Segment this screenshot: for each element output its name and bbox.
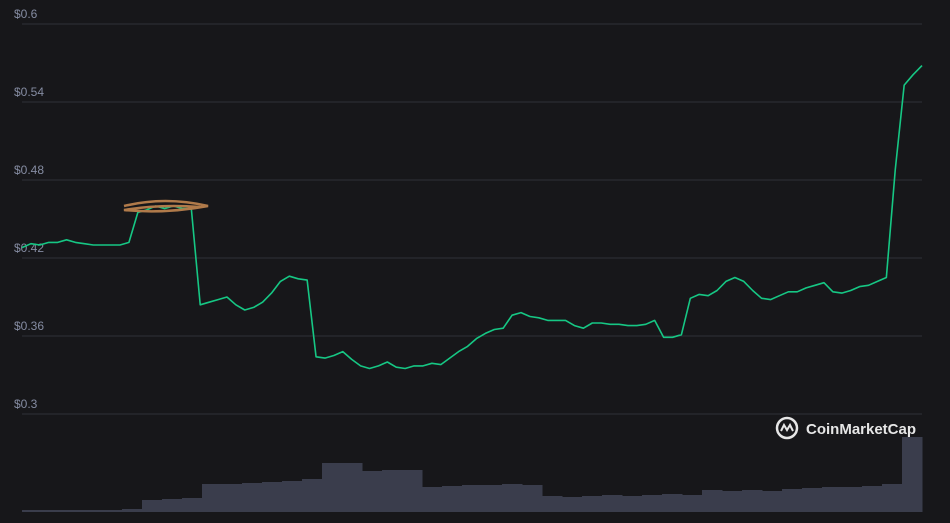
volume-bar [862, 486, 883, 512]
volume-bar [542, 496, 563, 512]
volume-bar [302, 479, 323, 512]
volume-bar [22, 510, 43, 512]
volume-bar [322, 463, 343, 512]
volume-bar [662, 494, 683, 512]
y-tick-label: $0.3 [14, 397, 38, 411]
volume-bar [142, 500, 163, 512]
volume-bar [422, 487, 443, 512]
volume-bar [222, 484, 243, 512]
grid: $0.3 $0.36 $0.42 $0.48 $0.54 $0.6 [14, 7, 922, 415]
volume-bar [602, 495, 623, 512]
volume-bar [282, 481, 303, 512]
volume-bar [882, 484, 903, 512]
y-tick-label: $0.6 [14, 7, 38, 21]
volume-bar [802, 488, 823, 512]
volume-bar [362, 471, 383, 512]
volume-bar [442, 486, 463, 512]
watermark-text: CoinMarketCap [806, 421, 916, 438]
volume-bar [622, 496, 643, 512]
volume-bar [642, 495, 663, 512]
volume-bar [582, 496, 603, 512]
volume-bar [902, 437, 923, 512]
volume-bar [42, 510, 63, 512]
volume-bar [502, 484, 523, 512]
logo-mark [780, 422, 794, 432]
volume-bar [822, 487, 843, 512]
volume-bar [402, 470, 423, 512]
logo [775, 416, 799, 440]
volume-bar [122, 509, 143, 512]
volume-bar [342, 463, 363, 512]
volume-bar [782, 489, 803, 512]
volume-bar [82, 510, 103, 512]
volume-bar [242, 483, 263, 512]
volume-bar [202, 484, 223, 512]
watermark: CoinMarketCap [775, 416, 916, 440]
volume-bar [162, 499, 183, 512]
volume-bars [22, 437, 923, 512]
volume-bar [682, 495, 703, 512]
volume-bar [382, 470, 403, 512]
y-tick-label: $0.54 [14, 85, 44, 99]
volume-bar [562, 497, 583, 512]
scribble [123, 199, 209, 213]
volume-bar [742, 490, 763, 512]
volume-bar [522, 485, 543, 512]
volume-bar [262, 482, 283, 512]
volume-bar [842, 487, 863, 512]
volume-bar [722, 491, 743, 512]
y-tick-label: $0.36 [14, 319, 44, 333]
volume-bar [62, 510, 83, 512]
volume-bar [182, 498, 203, 512]
volume-bar [482, 485, 503, 512]
y-tick-label: $0.42 [14, 241, 44, 255]
volume-bar [462, 485, 483, 512]
volume-bar [762, 491, 783, 512]
y-tick-label: $0.48 [14, 163, 44, 177]
volume-bar [702, 490, 723, 512]
volume-bar [102, 510, 123, 512]
